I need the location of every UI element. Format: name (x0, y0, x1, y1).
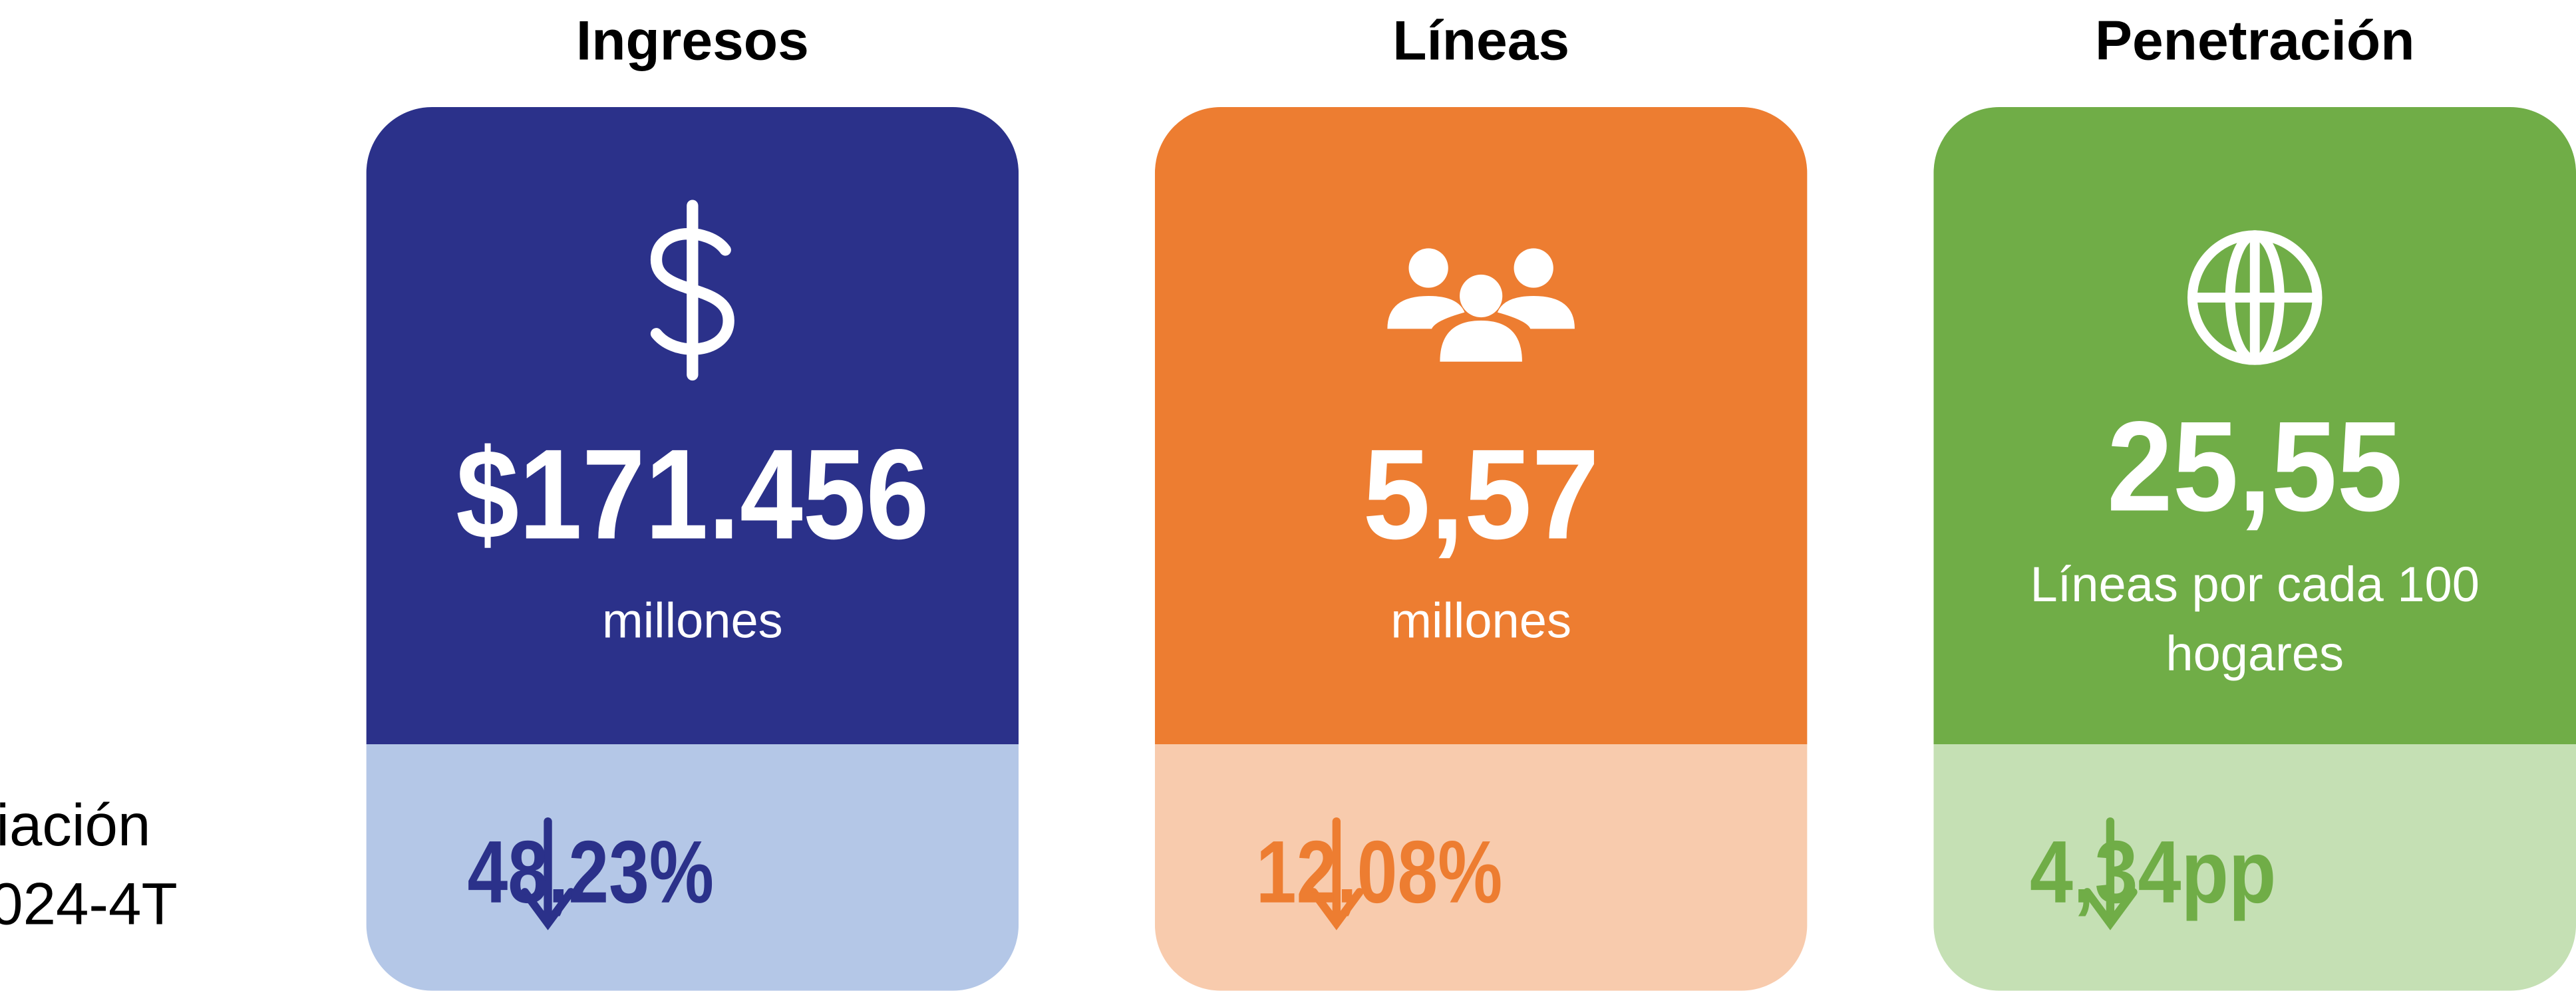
card-value: 25,55 (2107, 394, 2402, 537)
people-icon (1460, 274, 1503, 318)
card-value: $171.456 (456, 422, 929, 565)
card-unit: millones (1390, 593, 1571, 648)
card-unit: millones (602, 593, 783, 648)
dollar-icon (650, 200, 734, 381)
down-arrow (1309, 817, 1364, 930)
card-unit: hogares (2166, 626, 2344, 681)
globe-icon (2192, 235, 2318, 360)
card-variation: 12,08% (1256, 823, 1502, 922)
kpi-card: Ingresos $171.456 millones 48,23% (366, 9, 1019, 991)
card-title: Penetración (2095, 9, 2414, 71)
down-arrow (2083, 817, 2138, 930)
variation-label: Variación (0, 792, 150, 858)
card-unit: Líneas por cada 100 (2030, 557, 2480, 612)
card-variation: 4,34pp (2030, 823, 2276, 922)
card-bottom (1933, 744, 2576, 991)
card-title: Líneas (1392, 9, 1569, 71)
card-top (1933, 106, 2576, 745)
card-variation: 48,23% (468, 823, 714, 922)
variation-label: vs 2024-4T (0, 871, 178, 937)
kpi-card: Líneas 5,57 millones 12,08% (1154, 9, 1808, 991)
people-icon (1514, 248, 1553, 288)
people-icon (1387, 295, 1575, 329)
people-icon (1408, 248, 1448, 288)
card-bottom (1154, 744, 1808, 991)
people-icon (1440, 321, 1522, 362)
card-top (1154, 106, 1808, 745)
card-title: Ingresos (576, 9, 809, 71)
card-bottom (366, 744, 1019, 991)
card-value: 5,57 (1363, 422, 1599, 565)
down-arrow (520, 817, 575, 930)
kpi-card: Penetración 25,55 Líneas por cada 100 hogar… (1933, 9, 2576, 991)
card-top (366, 106, 1019, 745)
